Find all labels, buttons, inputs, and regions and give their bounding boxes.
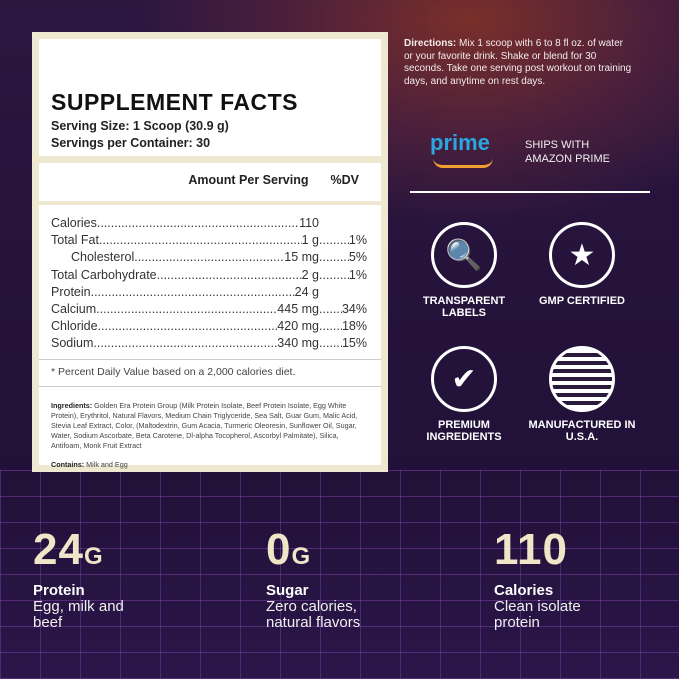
nutrient-name: Cholesterol bbox=[71, 250, 135, 265]
ingredients-text: Golden Era Protein Group (Milk Protein I… bbox=[51, 400, 358, 451]
award-ribbon-icon: ★ bbox=[549, 222, 615, 288]
divider bbox=[39, 156, 381, 163]
servings-per-container: Servings per Container: 30 bbox=[51, 136, 211, 150]
dv-note: * Percent Daily Value based on a 2,000 c… bbox=[51, 365, 296, 378]
nutrient-rows: Calories110Total Fat1 g1%Cholesterol15 m… bbox=[51, 215, 367, 353]
stat-sugar: 0G Sugar Zero calories, natural flavors bbox=[266, 528, 436, 631]
prime-logo: prime bbox=[430, 130, 490, 155]
leader-dots bbox=[157, 267, 302, 284]
divider bbox=[39, 385, 381, 387]
nutrient-name: Total Fat bbox=[51, 233, 99, 248]
stat-title: Protein bbox=[33, 582, 85, 599]
directions-text: Mix 1 scoop with 6 to 8 fl oz. of water … bbox=[404, 38, 632, 87]
nutrient-name: Total Carbohydrate bbox=[51, 267, 157, 282]
ships-with-prime: SHIPS WITH AMAZON PRIME bbox=[525, 139, 610, 165]
leader-dots bbox=[98, 318, 278, 335]
stat-title: Calories bbox=[494, 582, 554, 599]
divider bbox=[39, 201, 381, 205]
serving-size: Serving Size: 1 Scoop (30.9 g) bbox=[51, 119, 229, 133]
nutrient-dv: 18% bbox=[319, 318, 367, 336]
divider bbox=[410, 191, 650, 193]
stat-calories: 110 Calories Clean isolate protein bbox=[494, 528, 664, 631]
ingredients-label: Ingredients: bbox=[51, 400, 93, 410]
leader-dots bbox=[97, 215, 299, 232]
nutrient-amount: 110 bbox=[299, 216, 319, 230]
leader-dots bbox=[99, 232, 302, 249]
badge-premium-ingredients: ✔ PREMIUM INGREDIENTS bbox=[404, 346, 524, 443]
us-flag-icon bbox=[549, 346, 615, 412]
badge-label: PREMIUM INGREDIENTS bbox=[426, 419, 502, 443]
nutrient-name: Calories bbox=[51, 216, 97, 230]
prime-smile-icon bbox=[433, 158, 493, 168]
amount-header: Amount Per Serving bbox=[188, 173, 309, 187]
nutrient-row: Total Carbohydrate 2 g1% bbox=[51, 266, 367, 284]
nutrient-amount: 2 g bbox=[301, 267, 319, 282]
stat-value: 24G bbox=[33, 525, 104, 574]
nutrient-row: Total Fat 1 g1% bbox=[51, 232, 367, 250]
contains-text: Milk and Egg bbox=[86, 459, 128, 469]
facts-title: SUPPLEMENT FACTS bbox=[51, 89, 298, 115]
dv-header: %DV bbox=[330, 173, 359, 187]
stat-protein: 24G Protein Egg, milk and beef bbox=[33, 528, 203, 631]
nutrient-dv: 1% bbox=[319, 232, 367, 250]
nutrient-dv: 34% bbox=[319, 301, 367, 319]
contains: Contains: Milk and Egg bbox=[51, 460, 367, 469]
contains-label: Contains: bbox=[51, 459, 85, 469]
nutrient-amount: 1 g bbox=[301, 233, 319, 248]
stat-desc: Egg, milk and beef bbox=[33, 598, 124, 631]
badge-label: GMP CERTIFIED bbox=[539, 295, 625, 307]
nutrient-dv: 5% bbox=[319, 249, 367, 267]
leader-dots bbox=[91, 284, 295, 301]
supplement-facts-panel: SUPPLEMENT FACTS Serving Size: 1 Scoop (… bbox=[32, 32, 388, 472]
nutrient-row: Calories 110 bbox=[51, 215, 367, 232]
directions: Directions: Mix 1 scoop with 6 to 8 fl o… bbox=[404, 38, 634, 88]
stat-desc: Zero calories, natural flavors bbox=[266, 598, 361, 631]
stat-value: 0G bbox=[266, 525, 312, 574]
directions-label: Directions: bbox=[404, 38, 457, 49]
nutrient-row: Protein 24 g bbox=[51, 284, 367, 301]
nutrient-row: Cholesterol 15 mg5% bbox=[51, 249, 367, 267]
nutrient-amount: 420 mg bbox=[277, 319, 319, 334]
badge-label: TRANSPARENT LABELS bbox=[422, 295, 506, 319]
leader-dots bbox=[96, 301, 277, 318]
nutrient-name: Calcium bbox=[51, 302, 97, 317]
stat-title: Sugar bbox=[266, 582, 309, 599]
checkmark-icon: ✔ bbox=[431, 346, 497, 412]
nutrient-name: Protein bbox=[51, 284, 91, 299]
divider bbox=[39, 358, 381, 360]
nutrient-dv: 15% bbox=[319, 335, 367, 353]
nutrient-amount: 24 g bbox=[294, 284, 319, 299]
nutrient-amount: 445 mg bbox=[277, 302, 319, 317]
stat-value: 110 bbox=[494, 525, 568, 574]
nutrient-name: Chloride bbox=[51, 319, 98, 334]
ingredients: Ingredients: Golden Era Protein Group (M… bbox=[51, 401, 367, 452]
stat-desc: Clean isolate protein bbox=[494, 598, 581, 631]
badge-transparent-labels: 🔍 TRANSPARENT LABELS bbox=[404, 222, 524, 319]
grid-floor-background bbox=[0, 470, 679, 679]
magnifier-jar-icon: 🔍 bbox=[431, 222, 497, 288]
nutrient-dv: 1% bbox=[319, 266, 367, 284]
nutrient-amount: 15 mg bbox=[284, 250, 319, 265]
badge-gmp-certified: ★ GMP CERTIFIED bbox=[522, 222, 642, 307]
nutrient-name: Sodium bbox=[51, 336, 94, 351]
leader-dots bbox=[93, 335, 277, 352]
badge-label: MANUFACTURED IN U.S.A. bbox=[528, 419, 636, 443]
badge-made-in-usa: MANUFACTURED IN U.S.A. bbox=[522, 346, 642, 443]
nutrient-amount: 340 mg bbox=[277, 336, 319, 351]
leader-dots bbox=[134, 249, 284, 266]
